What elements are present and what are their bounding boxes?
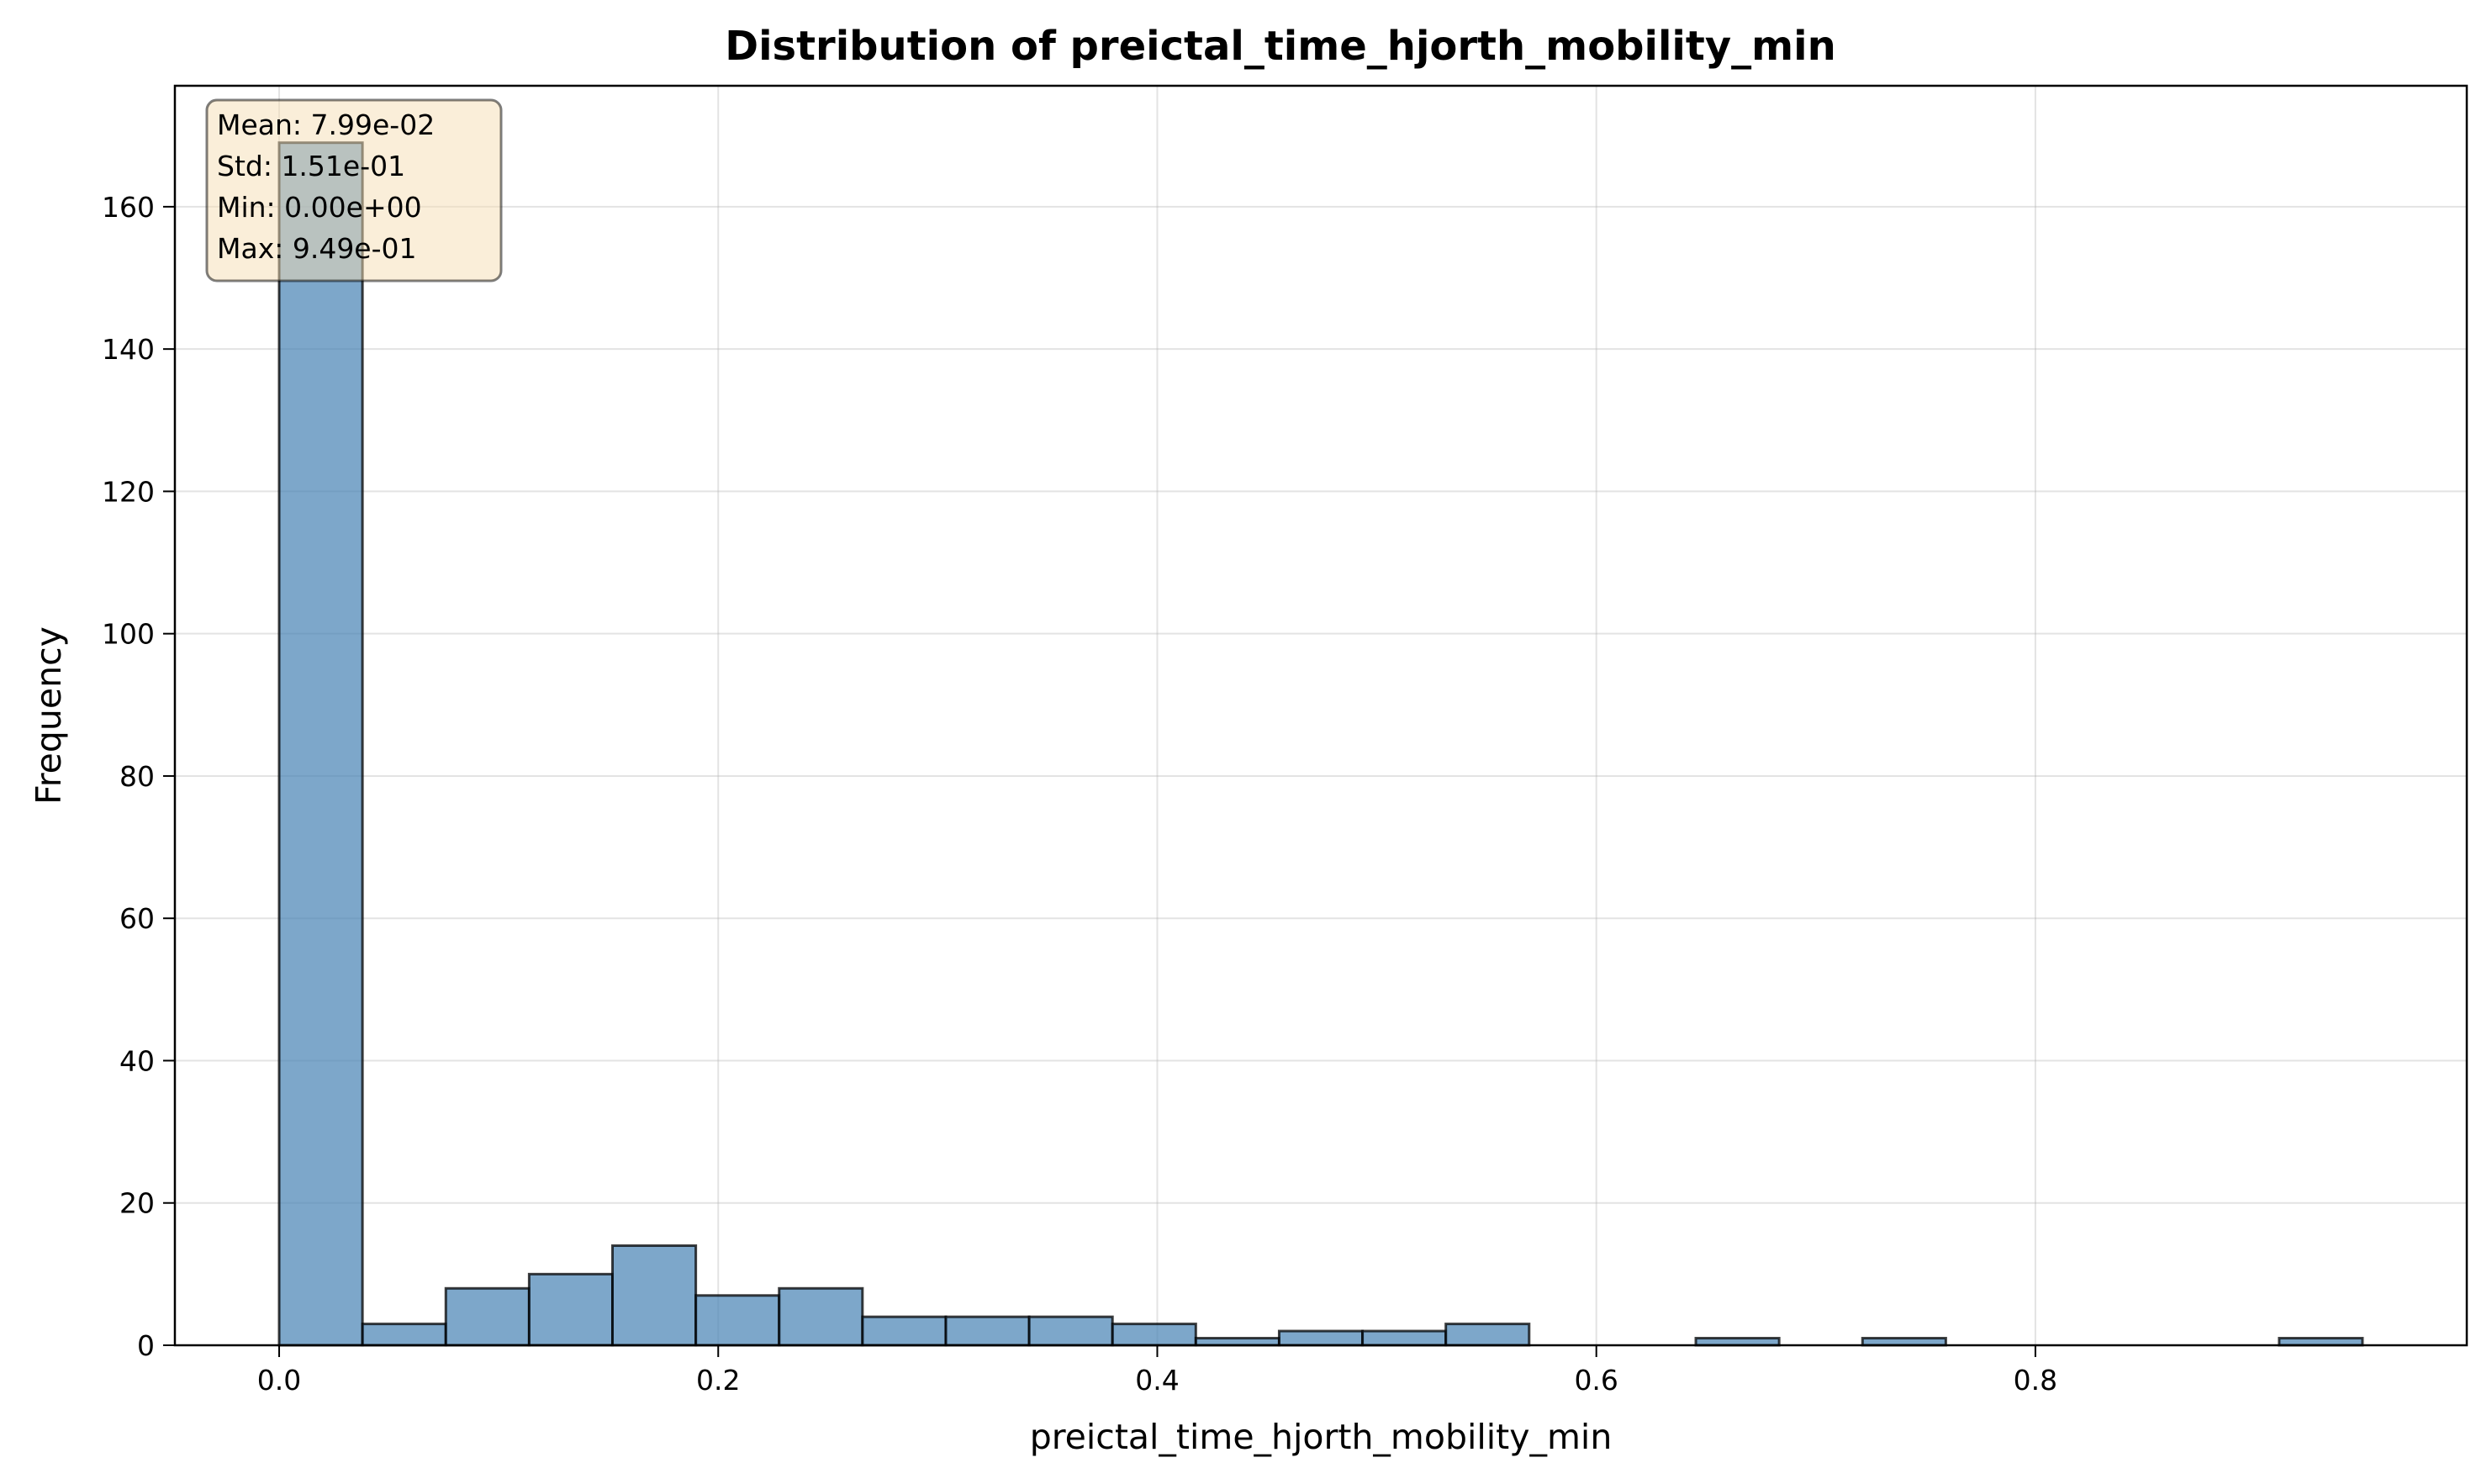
histogram-bar-7 bbox=[861, 1315, 948, 1347]
x-tick-label-4: 0.8 bbox=[2014, 1364, 2057, 1397]
histogram-bar-11 bbox=[1194, 1337, 1280, 1347]
y-tick-label-1: 20 bbox=[119, 1187, 155, 1220]
histogram-bar-19 bbox=[1861, 1337, 1947, 1347]
histogram-bar-17 bbox=[1694, 1337, 1781, 1347]
histogram-bar-5 bbox=[694, 1294, 781, 1347]
histogram-bar-14 bbox=[1444, 1323, 1531, 1347]
stats-mean: Mean: 7.99e-02 bbox=[217, 108, 435, 141]
histogram-bar-10 bbox=[1111, 1323, 1197, 1347]
x-tick-label-3: 0.6 bbox=[1574, 1364, 1618, 1397]
plot-frame bbox=[173, 84, 2468, 1347]
y-axis-label: Frequency bbox=[29, 626, 69, 805]
histogram-bar-13 bbox=[1361, 1329, 1448, 1347]
y-tick-label-5: 100 bbox=[102, 618, 155, 651]
histogram-bar-24 bbox=[2278, 1337, 2364, 1347]
histogram-bar-12 bbox=[1277, 1329, 1365, 1347]
y-tick-label-4: 80 bbox=[119, 760, 155, 793]
y-tick-label-0: 0 bbox=[137, 1329, 155, 1362]
histogram-bar-0 bbox=[277, 141, 364, 1347]
x-axis-ticks: 0.0 0.2 0.4 0.6 0.8 bbox=[257, 1345, 2057, 1397]
y-axis-ticks: 0 20 40 60 80 100 120 140 160 bbox=[102, 191, 175, 1362]
histogram-bar-1 bbox=[361, 1323, 447, 1347]
histogram-bar-3 bbox=[527, 1272, 614, 1347]
x-tick-label-0: 0.0 bbox=[257, 1364, 301, 1397]
y-tick-label-3: 60 bbox=[119, 902, 155, 935]
histogram-bar-6 bbox=[778, 1286, 864, 1347]
x-axis-label: preictal_time_hjorth_mobility_min bbox=[1030, 1417, 1613, 1457]
stats-max: Max: 9.49e-01 bbox=[217, 232, 417, 265]
y-tick-label-6: 120 bbox=[102, 475, 155, 508]
histogram-bar-2 bbox=[444, 1286, 531, 1347]
x-tick-label-2: 0.4 bbox=[1135, 1364, 1179, 1397]
y-tick-label-8: 160 bbox=[102, 191, 155, 224]
x-tick-label-1: 0.2 bbox=[696, 1364, 740, 1397]
stats-min: Min: 0.00e+00 bbox=[217, 191, 422, 224]
stats-std: Std: 1.51e-01 bbox=[217, 150, 405, 182]
chart-title: Distribution of preictal_time_hjorth_mob… bbox=[725, 23, 1836, 70]
histogram-bar-8 bbox=[944, 1315, 1031, 1347]
y-tick-label-2: 40 bbox=[119, 1044, 155, 1077]
y-tick-label-7: 140 bbox=[102, 333, 155, 366]
grid bbox=[175, 86, 2467, 1346]
stats-box-background bbox=[205, 98, 503, 283]
stats-box: Mean: 7.99e-02 Std: 1.51e-01 Min: 0.00e+… bbox=[205, 98, 503, 283]
histogram-bar-9 bbox=[1027, 1315, 1114, 1347]
histogram-bar-4 bbox=[610, 1244, 698, 1347]
histogram-bars bbox=[277, 141, 2364, 1347]
